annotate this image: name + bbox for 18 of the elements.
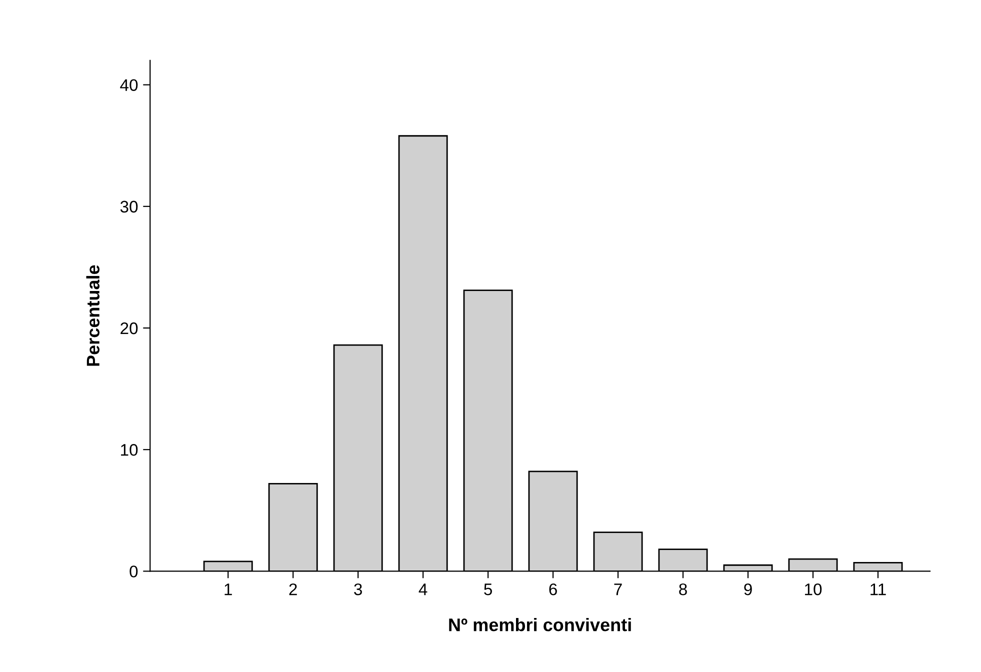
- x-tick-label: 4: [418, 584, 428, 596]
- x-tick-label: 9: [744, 583, 752, 596]
- x-tick-label: 6: [549, 583, 557, 596]
- y-tick-label: 30: [120, 200, 138, 213]
- x-tick-label: 5: [484, 584, 492, 596]
- x-axis-title: Nº membri conviventi: [449, 618, 631, 632]
- y-tick-label: 40: [120, 79, 138, 92]
- y-axis-title: Percentuale: [86, 265, 100, 366]
- x-tick-label: 1: [224, 584, 232, 596]
- y-tick-label: 10: [121, 444, 138, 456]
- x-tick-label: 2: [289, 583, 297, 596]
- x-tick-label: 11: [870, 584, 886, 596]
- y-tick-label: 20: [120, 322, 138, 334]
- y-tick-label: 0: [130, 566, 138, 578]
- x-tick-label: 8: [679, 583, 687, 596]
- x-tick-label: 7: [614, 584, 622, 596]
- x-tick-label: 10: [805, 583, 822, 596]
- x-tick-label: 3: [354, 583, 362, 596]
